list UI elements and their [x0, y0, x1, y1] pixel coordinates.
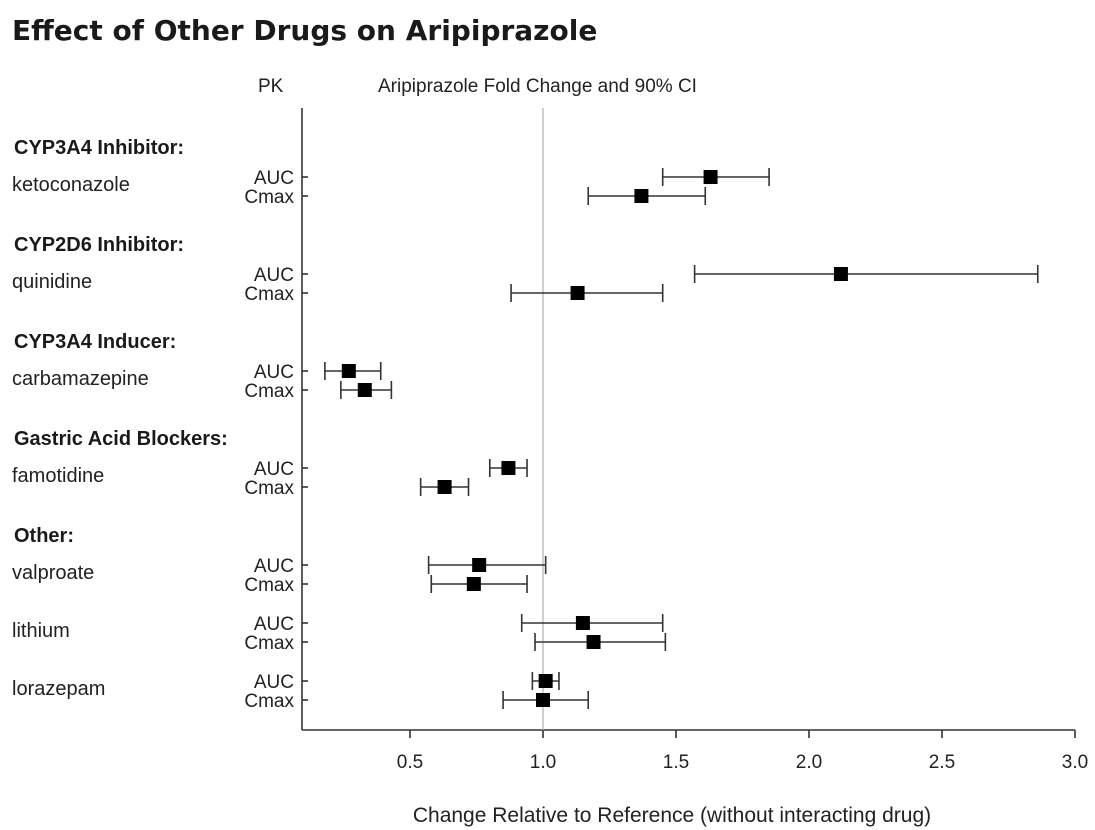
x-tick-label: 1.5	[663, 752, 689, 773]
x-tick-label: 2.5	[929, 752, 955, 773]
point-estimate	[703, 170, 718, 184]
pk-label: AUC	[254, 556, 294, 577]
pk-label: Cmax	[244, 575, 294, 596]
group-label: Other:	[14, 525, 74, 547]
point-estimate	[472, 558, 487, 572]
pk-label: Cmax	[244, 691, 294, 712]
group-label: CYP3A4 Inhibitor:	[14, 137, 184, 159]
drug-label: lithium	[12, 620, 70, 642]
group-label: CYP3A4 Inducer:	[14, 331, 176, 353]
group-labels: CYP3A4 Inhibitor: ketoconazole CYP2D6 Inhi…	[12, 137, 228, 700]
pk-rows: AUCCmaxAUCCmaxAUCCmaxAUCCmaxAUCCmaxAUCCm…	[244, 168, 1039, 712]
pk-label: AUC	[254, 672, 294, 693]
drug-label: carbamazepine	[12, 368, 149, 390]
point-estimate	[833, 267, 848, 281]
point-estimate	[501, 461, 516, 475]
pk-label: Cmax	[244, 381, 294, 402]
pk-label: AUC	[254, 362, 294, 383]
x-tick-label: 0.5	[397, 752, 423, 773]
point-estimate	[634, 189, 649, 203]
drug-label: lorazepam	[12, 678, 105, 700]
pk-label: AUC	[254, 168, 294, 189]
pk-label: Cmax	[244, 478, 294, 499]
drug-label: famotidine	[12, 465, 104, 487]
chart-title: Effect of Other Drugs on Aripiprazole	[12, 14, 597, 47]
pk-column-header: PK	[258, 76, 284, 97]
pk-label: Cmax	[244, 633, 294, 654]
pk-label: Cmax	[244, 284, 294, 305]
x-tick-label: 1.0	[530, 752, 556, 773]
drug-label: valproate	[12, 562, 94, 584]
point-estimate	[357, 383, 372, 397]
point-estimate	[570, 286, 585, 300]
point-estimate	[536, 693, 550, 707]
point-estimate	[575, 616, 590, 630]
pk-label: AUC	[254, 459, 294, 480]
pk-label: Cmax	[244, 187, 294, 208]
x-axis-ticks: 0.5 1.0 1.5 2.0 2.5 3.0	[397, 730, 1088, 773]
drug-label: quinidine	[12, 271, 92, 293]
point-estimate	[466, 577, 481, 591]
pk-label: AUC	[254, 265, 294, 286]
group-label: Gastric Acid Blockers:	[14, 428, 228, 450]
pk-label: AUC	[254, 614, 294, 635]
x-tick-label: 3.0	[1062, 752, 1088, 773]
point-estimate	[341, 364, 356, 378]
x-axis-label: Change Relative to Reference (without in…	[413, 804, 931, 827]
fold-change-column-header: Aripiprazole Fold Change and 90% CI	[378, 76, 697, 97]
point-estimate	[586, 635, 601, 649]
x-tick-label: 2.0	[796, 752, 822, 773]
drug-label: ketoconazole	[12, 174, 130, 196]
point-estimate	[538, 674, 553, 688]
point-estimate	[437, 480, 452, 494]
group-label: CYP2D6 Inhibitor:	[14, 234, 184, 256]
